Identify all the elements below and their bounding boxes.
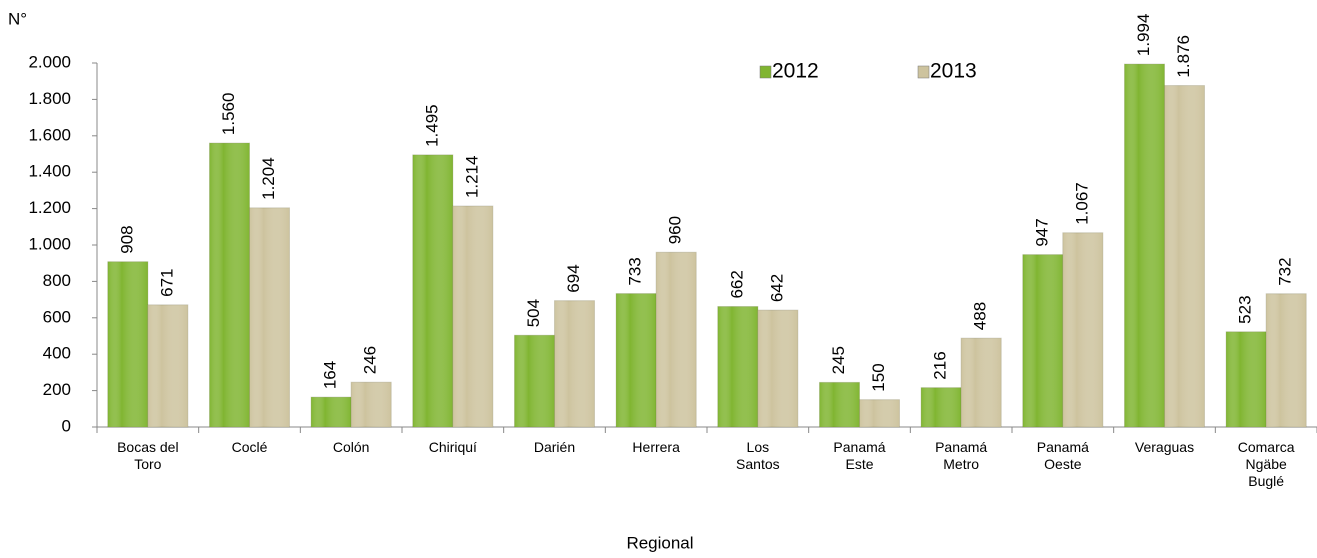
value-label: 642	[767, 274, 786, 302]
value-label: 671	[157, 269, 176, 297]
bar	[615, 293, 657, 428]
bar	[452, 205, 494, 428]
y-tick-label: 1.000	[28, 234, 71, 253]
bar	[554, 300, 595, 428]
y-axis-label: N°	[8, 9, 27, 28]
y-tick-label: 1.800	[28, 89, 71, 108]
bar	[920, 387, 962, 428]
y-tick-label: 200	[43, 380, 71, 399]
y-tick-label: 1.200	[28, 198, 71, 217]
value-label: 908	[117, 225, 136, 253]
bar	[107, 261, 149, 428]
value-label: 1.495	[422, 104, 441, 147]
y-tick-label: 0	[62, 416, 71, 435]
value-label: 150	[869, 363, 888, 391]
bar	[1265, 293, 1307, 428]
x-tick-label: Panamá Oeste	[1036, 439, 1089, 472]
bar	[1062, 232, 1104, 428]
x-tick-label: Coclé	[231, 439, 268, 455]
value-label: 1.876	[1174, 35, 1193, 78]
bar	[717, 306, 759, 428]
bar	[655, 251, 697, 428]
x-tick-label: Panamá Metro	[935, 439, 988, 472]
bar	[310, 396, 352, 428]
value-label: 733	[626, 257, 645, 285]
bar	[1022, 254, 1064, 428]
bar	[350, 381, 392, 428]
value-label: 1.214	[462, 156, 481, 199]
legend-swatch	[759, 65, 772, 79]
bar	[757, 309, 799, 428]
x-tick-label: Herrera	[632, 439, 680, 455]
bar	[249, 207, 290, 428]
x-tick-label: Bocas del Toro	[117, 439, 179, 472]
legend-label: 2013	[930, 60, 977, 83]
y-tick-label: 600	[43, 307, 71, 326]
x-axis-label: Regional	[626, 533, 693, 552]
y-tick-label: 1.600	[28, 125, 71, 144]
value-label: 732	[1276, 257, 1295, 285]
value-label: 164	[321, 361, 340, 389]
x-tick-label: Panamá Este	[833, 439, 886, 472]
bar	[859, 399, 900, 428]
value-label: 1.067	[1072, 182, 1091, 225]
y-tick-label: 400	[43, 344, 71, 363]
bar	[819, 381, 860, 428]
value-label: 960	[666, 216, 685, 244]
y-tick-label: 1.400	[28, 162, 71, 181]
bar	[514, 334, 555, 428]
bar	[1164, 85, 1205, 428]
bar	[209, 142, 250, 428]
value-label: 504	[524, 299, 543, 327]
value-label: 947	[1032, 218, 1051, 246]
y-tick-label: 800	[43, 271, 71, 290]
value-label: 488	[971, 302, 990, 330]
bar	[147, 304, 189, 428]
value-label: 245	[829, 346, 848, 374]
value-label: 1.560	[219, 93, 238, 136]
bar	[1225, 331, 1267, 428]
value-label: 1.204	[259, 157, 278, 200]
x-tick-label: Veraguas	[1134, 439, 1195, 455]
legend-swatch	[917, 65, 930, 79]
y-tick-label: 2.000	[28, 52, 71, 71]
x-tick-label: Colón	[332, 439, 370, 455]
value-label: 1.994	[1134, 14, 1153, 57]
x-tick-label: Darién	[533, 439, 576, 455]
bar	[960, 337, 1002, 428]
value-label: 216	[931, 351, 950, 379]
x-tick-label: Chiriquí	[428, 439, 477, 455]
bar	[412, 154, 454, 428]
value-label: 523	[1236, 295, 1255, 323]
value-label: 662	[727, 270, 746, 298]
value-label: 246	[361, 346, 380, 374]
legend-label: 2012	[772, 60, 819, 83]
bar	[1124, 63, 1165, 428]
value-label: 694	[564, 264, 583, 292]
x-tick-label: Los Santos	[736, 439, 780, 472]
x-tick-label: Comarca Ngäbe Buglé	[1237, 439, 1295, 489]
